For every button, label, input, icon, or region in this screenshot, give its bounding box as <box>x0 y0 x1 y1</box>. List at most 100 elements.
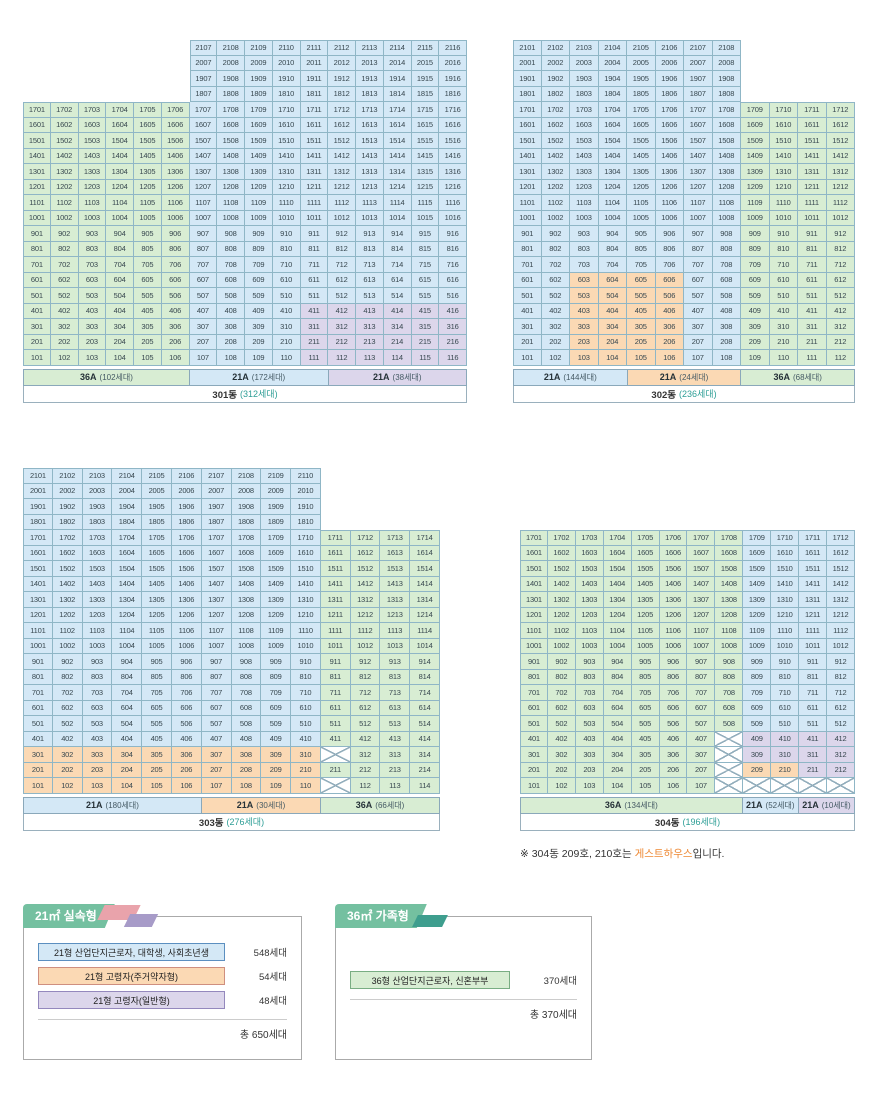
unit-cell: 1410 <box>769 148 798 164</box>
unit-cell: 1008 <box>217 210 245 226</box>
unit-cell: 805 <box>631 669 660 685</box>
unit-cell: 412 <box>827 731 855 747</box>
unit-cell: 803 <box>78 241 107 257</box>
unit-cell: 509 <box>261 716 292 732</box>
unit-cell: 506 <box>161 288 190 304</box>
unit-cell: 1612 <box>826 117 855 133</box>
unit-cell: 916 <box>439 226 467 242</box>
building-legend-segment: 21A (52세대) <box>741 796 799 814</box>
unit-cell: 216 <box>439 334 467 350</box>
unit-cell: 1604 <box>112 545 143 561</box>
unit-cell: 608 <box>715 700 744 716</box>
unit-type-count: (66세대) <box>375 800 405 810</box>
unit-cell: 807 <box>201 669 232 685</box>
unit-cell: 1501 <box>23 561 53 577</box>
unit-cell: 205 <box>134 334 162 350</box>
unit-cell: 2001 <box>23 483 53 499</box>
unit-cell: 710 <box>771 685 800 701</box>
unit-cell: 1304 <box>112 592 143 608</box>
unit-cell: 906 <box>171 654 202 670</box>
empty-space <box>51 87 79 103</box>
unit-cell: 915 <box>411 226 440 242</box>
building-303: 2101 2102 2103 2104 2105 2106 2107 2108 2109 2110… <box>23 468 440 831</box>
unit-cell: 2003 <box>82 483 113 499</box>
unit-cell: 1703 <box>78 102 107 118</box>
unit-cell: 801 <box>23 669 53 685</box>
unit-cell: 609 <box>741 272 770 288</box>
unit-cell: 1408 <box>231 576 262 592</box>
building-total-count: (236세대) <box>679 389 717 399</box>
unit-cell: 1012 <box>826 210 855 226</box>
unit-type-count: (172세대) <box>251 372 286 382</box>
unit-cell: 204 <box>598 334 627 350</box>
unit-cell: 703 <box>575 685 604 701</box>
unit-cell: 808 <box>715 669 744 685</box>
unit-cell: 708 <box>715 685 744 701</box>
unit-cell: 1511 <box>300 133 329 149</box>
empty-space <box>741 56 770 72</box>
unit-cell-removed <box>715 762 744 778</box>
unit-cell: 704 <box>603 685 632 701</box>
unit-cell: 2004 <box>112 483 143 499</box>
unit-cell: 1011 <box>320 638 351 654</box>
unit-cell: 1108 <box>217 195 245 211</box>
unit-cell: 1310 <box>272 164 301 180</box>
unit-cell: 2114 <box>383 40 412 56</box>
housing-type-count: 548세대 <box>253 948 287 959</box>
unit-cell: 804 <box>112 669 143 685</box>
unit-cell: 407 <box>684 303 713 319</box>
unit-cell: 404 <box>603 731 632 747</box>
unit-cell: 1704 <box>603 530 632 546</box>
building-name: 303동 <box>198 817 224 829</box>
unit-cell: 1113 <box>380 623 411 639</box>
unit-cell: 1404 <box>603 576 632 592</box>
unit-cell: 1508 <box>217 133 245 149</box>
unit-cell: 716 <box>439 257 467 273</box>
unit-cell: 514 <box>383 288 412 304</box>
unit-cell: 309 <box>261 747 292 763</box>
unit-cell: 904 <box>106 226 134 242</box>
unit-cell: 1302 <box>547 592 576 608</box>
unit-cell: 508 <box>217 288 245 304</box>
unit-cell: 1011 <box>300 210 329 226</box>
unit-cell: 1007 <box>201 638 232 654</box>
unit-cell: 410 <box>291 731 321 747</box>
unit-cell: 2003 <box>570 55 599 71</box>
unit-cell: 306 <box>171 747 202 763</box>
unit-cell: 1403 <box>570 148 599 164</box>
unit-cell: 1102 <box>50 195 79 211</box>
building-legend-segment: 36A (134세대) <box>520 796 743 814</box>
unit-cell: 703 <box>570 257 599 273</box>
unit-cell: 708 <box>217 257 245 273</box>
unit-cell: 1001 <box>23 210 51 226</box>
unit-cell: 416 <box>439 303 467 319</box>
unit-cell: 1308 <box>217 164 245 180</box>
unit-cell: 1906 <box>171 499 202 515</box>
unit-cell: 1601 <box>23 545 53 561</box>
unit-cell: 302 <box>50 319 79 335</box>
unit-cell: 106 <box>171 778 202 794</box>
unit-cell: 109 <box>245 350 273 366</box>
building-legend-304: 36A (134세대) 21A (52세대) 21A (10세대) <box>520 796 856 814</box>
empty-space <box>351 484 381 500</box>
unit-cell: 1708 <box>712 102 741 118</box>
unit-cell-removed <box>715 747 744 763</box>
unit-cell: 1111 <box>300 195 329 211</box>
unit-cell: 305 <box>134 319 162 335</box>
unit-cell: 1112 <box>328 195 356 211</box>
unit-cell: 1109 <box>743 623 772 639</box>
unit-cell: 908 <box>715 654 744 670</box>
unit-cell: 504 <box>598 288 627 304</box>
empty-space <box>23 71 51 87</box>
unit-cell: 1414 <box>410 576 440 592</box>
unit-cell: 911 <box>300 226 329 242</box>
unit-cell: 301 <box>23 747 53 763</box>
unit-type-label: 36A <box>604 800 622 810</box>
unit-cell: 310 <box>272 319 301 335</box>
unit-cell: 1303 <box>575 592 604 608</box>
type-box-36-title: 36㎡ 가족형 <box>335 904 427 928</box>
unit-cell: 615 <box>411 272 440 288</box>
unit-cell: 1708 <box>715 530 744 546</box>
unit-cell: 1403 <box>575 576 604 592</box>
unit-cell: 604 <box>112 700 143 716</box>
